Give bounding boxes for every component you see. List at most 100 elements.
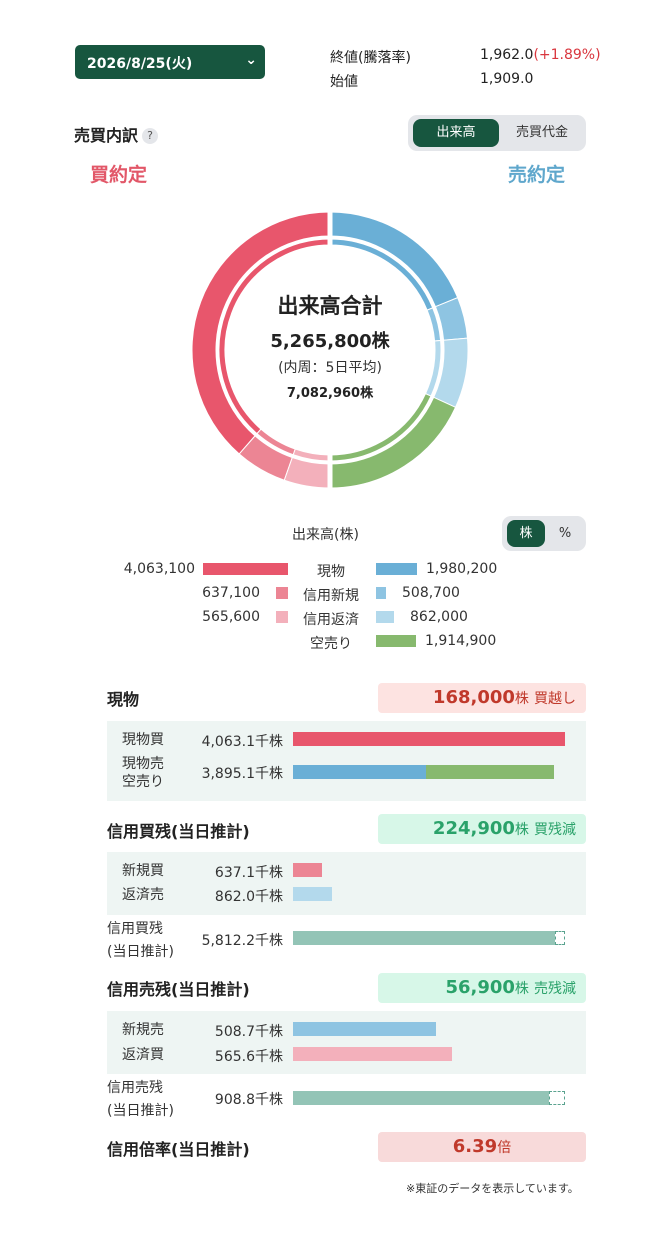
legend-buy-value: 565,600 bbox=[202, 609, 260, 625]
donut-slice-buy bbox=[283, 456, 331, 489]
unit-toggle: 株 % bbox=[502, 516, 586, 551]
new-buy-value: 637.1千株 bbox=[214, 865, 283, 881]
donut-inner-slice-buy bbox=[256, 428, 296, 456]
margin-buy-net-unit: 株 bbox=[514, 822, 529, 838]
margin-ratio-unit: 倍 bbox=[497, 1140, 512, 1156]
donut-slice-sell bbox=[329, 396, 457, 489]
bar-segment bbox=[293, 1047, 453, 1061]
cash-net-badge: 168,000株 買越し bbox=[378, 683, 586, 713]
cash-section-title: 現物 bbox=[107, 690, 140, 709]
repay-sell-label: 返済売 bbox=[122, 887, 164, 903]
new-sell-bar bbox=[293, 1022, 565, 1036]
legend-unit-title: 出来高(株) bbox=[292, 527, 359, 543]
close-price-value: 1,962.0 bbox=[480, 47, 534, 63]
margin-buy-net-note: 買残減 bbox=[534, 822, 576, 838]
legend-sell-value: 508,700 bbox=[402, 585, 460, 601]
cash-buy-label: 現物買 bbox=[122, 732, 164, 748]
legend-label: 信用返済 bbox=[303, 612, 359, 628]
new-sell-value: 508.7千株 bbox=[214, 1024, 283, 1040]
margin-sell-net-note: 売残減 bbox=[534, 981, 576, 997]
repay-buy-bar bbox=[293, 1047, 565, 1061]
chevron-down-icon: ⌄ bbox=[245, 52, 257, 68]
legend-buy-swatch bbox=[276, 587, 288, 599]
date-select-value: 2026/8/25(火) bbox=[87, 56, 193, 72]
cash-sell-label: 現物売 空売り bbox=[122, 756, 164, 790]
cash-buy-bar bbox=[293, 732, 565, 746]
legend-sell-swatch bbox=[376, 611, 394, 623]
tab-volume[interactable]: 出来高 bbox=[413, 119, 499, 147]
margin-buy-net-badge: 224,900株 買残減 bbox=[378, 814, 586, 844]
buy-side-label: 買約定 bbox=[90, 164, 148, 186]
tab-amount[interactable]: 売買代金 bbox=[515, 125, 568, 140]
donut-slice-buy bbox=[238, 435, 293, 481]
bar-segment bbox=[293, 1022, 437, 1036]
repay-sell-value: 862.0千株 bbox=[214, 889, 283, 905]
legend-buy-value: 4,063,100 bbox=[123, 561, 195, 577]
bar-segment bbox=[293, 931, 555, 945]
margin-ratio-value: 6.39 bbox=[452, 1136, 498, 1157]
margin-sell-net-value: 56,900 bbox=[445, 977, 515, 998]
donut-inner-total: 7,082,960株 bbox=[286, 386, 374, 401]
unit-percent-button[interactable]: % bbox=[558, 526, 572, 541]
close-price-label: 終値(騰落率) bbox=[330, 50, 411, 66]
repay-buy-label: 返済買 bbox=[122, 1047, 164, 1063]
donut-center-total: 5,265,800株 bbox=[270, 331, 390, 352]
margin-sell-balance-value: 908.8千株 bbox=[214, 1092, 283, 1108]
margin-buy-panel bbox=[107, 852, 586, 915]
margin-buy-balance-value: 5,812.2千株 bbox=[201, 933, 283, 949]
legend-sell-value: 862,000 bbox=[410, 609, 468, 625]
date-select[interactable]: 2026/8/25(火) ⌄ bbox=[75, 45, 265, 79]
margin-sell-balance-label: 信用売残 (当日推計) bbox=[107, 1080, 174, 1119]
volume-donut-chart bbox=[191, 205, 469, 495]
legend-buy-swatch bbox=[276, 611, 288, 623]
legend-label: 空売り bbox=[310, 636, 352, 652]
bar-segment bbox=[293, 863, 322, 877]
margin-buy-net-value: 224,900 bbox=[432, 818, 515, 839]
margin-buy-balance-label: 信用買残 (当日推計) bbox=[107, 921, 174, 960]
new-buy-label: 新規買 bbox=[122, 863, 164, 879]
donut-inner-ring bbox=[218, 238, 442, 462]
bar-segment bbox=[425, 765, 554, 779]
sell-side-label: 売約定 bbox=[508, 164, 566, 186]
cash-buy-value: 4,063.1千株 bbox=[201, 734, 283, 750]
bar-segment bbox=[293, 887, 332, 901]
bar-segment bbox=[293, 765, 426, 779]
margin-ratio-title: 信用倍率(当日推計) bbox=[107, 1140, 250, 1159]
legend-buy-value: 637,100 bbox=[202, 585, 260, 601]
breakdown-title: 売買内訳? bbox=[74, 122, 159, 146]
help-icon[interactable]: ? bbox=[142, 128, 159, 144]
footnote: ※東証のデータを表示しています。 bbox=[406, 1182, 579, 1195]
legend-sell-value: 1,980,200 bbox=[426, 561, 498, 577]
legend-label: 信用新規 bbox=[303, 588, 359, 604]
bar-decrease-marker bbox=[554, 931, 565, 945]
volume-amount-toggle: 出来高 売買代金 bbox=[408, 115, 586, 151]
margin-buy-section-title: 信用買残(当日推計) bbox=[107, 822, 250, 841]
open-price-label: 始値 bbox=[330, 74, 358, 90]
new-sell-label: 新規売 bbox=[122, 1022, 164, 1038]
cash-sell-value: 3,895.1千株 bbox=[201, 766, 283, 782]
legend-sell-swatch bbox=[376, 563, 417, 575]
legend-sell-swatch bbox=[376, 587, 386, 599]
donut-outer-ring bbox=[191, 211, 469, 489]
close-price: 1,962.0(+1.89%) bbox=[480, 47, 601, 63]
bar-segment bbox=[293, 1091, 549, 1105]
margin-ratio-badge: 6.39倍 bbox=[378, 1132, 586, 1162]
cash-sell-bar bbox=[293, 765, 565, 779]
close-price-change: (+1.89%) bbox=[533, 47, 601, 63]
bar-decrease-marker bbox=[548, 1091, 565, 1105]
donut-inner-slice-buy bbox=[292, 448, 331, 462]
margin-sell-panel bbox=[107, 1011, 586, 1074]
repay-sell-bar bbox=[293, 887, 565, 901]
margin-sell-section-title: 信用売残(当日推計) bbox=[107, 980, 250, 999]
breakdown-title-text: 売買内訳 bbox=[74, 126, 139, 145]
legend-sell-value: 1,914,900 bbox=[425, 633, 497, 649]
repay-buy-value: 565.6千株 bbox=[214, 1049, 283, 1065]
unit-shares-button[interactable]: 株 bbox=[507, 520, 545, 547]
cash-net-unit: 株 bbox=[514, 691, 529, 707]
cash-net-value: 168,000 bbox=[432, 687, 515, 708]
new-buy-bar bbox=[293, 863, 565, 877]
legend-buy-swatch bbox=[203, 563, 288, 575]
margin-buy-balance-bar bbox=[293, 931, 565, 945]
legend-label: 現物 bbox=[317, 564, 345, 580]
cash-net-note: 買越し bbox=[534, 691, 576, 707]
